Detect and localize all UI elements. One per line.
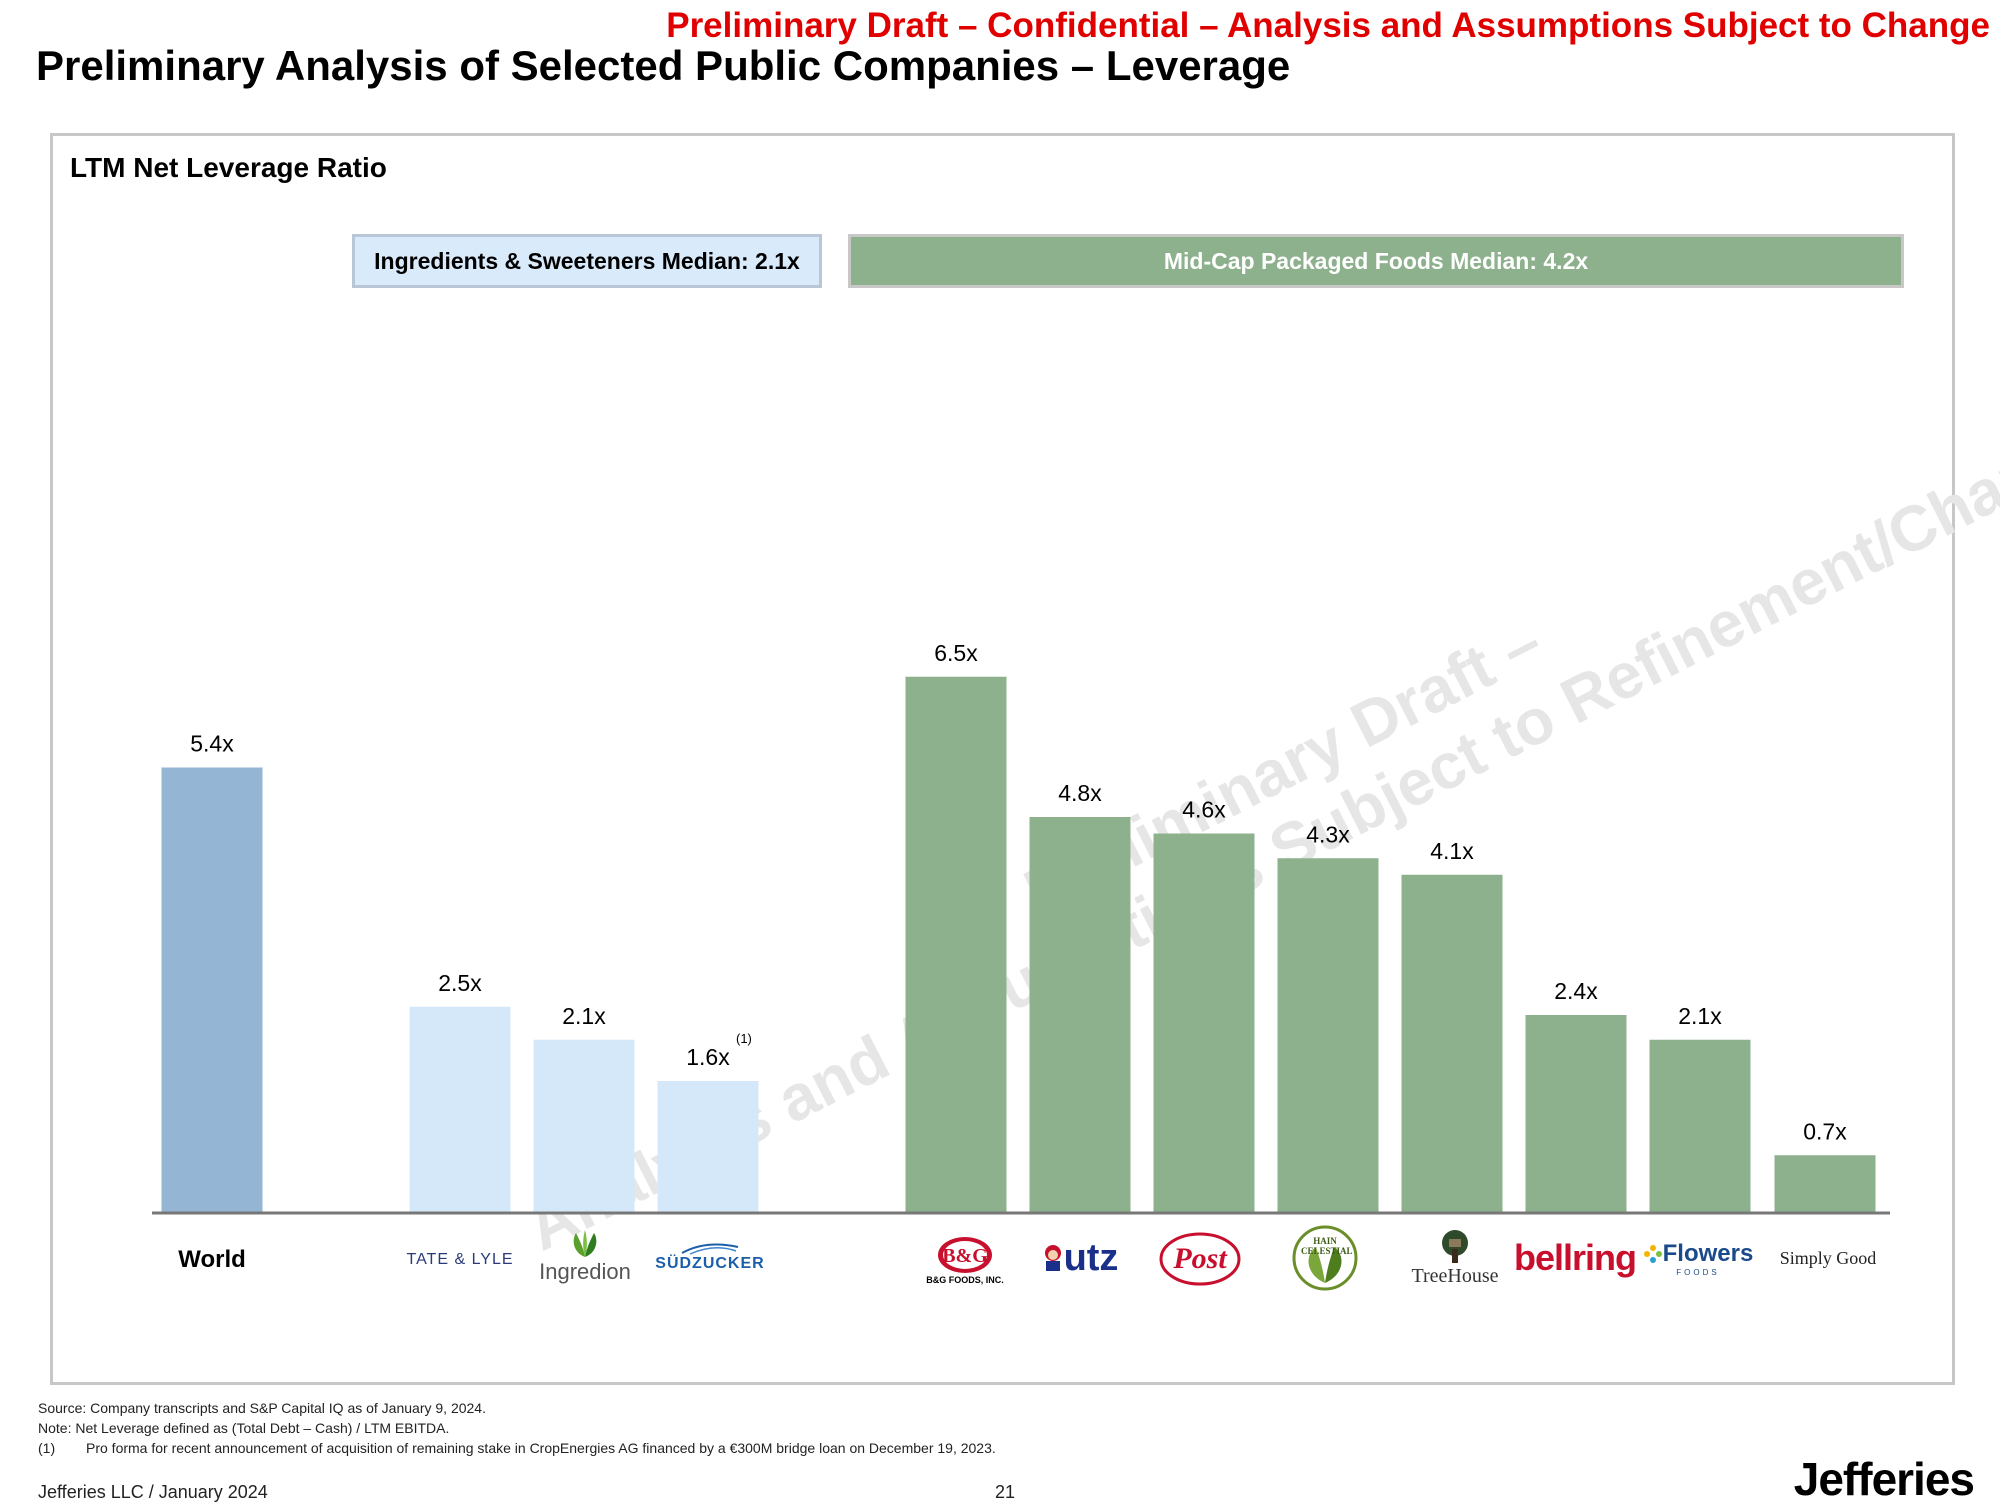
flowers-flower-icon xyxy=(1643,1244,1662,1263)
footnote-marker: (1) xyxy=(736,1031,752,1046)
treehouse-tree-icon xyxy=(1442,1229,1468,1263)
definition-note: Note: Net Leverage defined as (Total Deb… xyxy=(38,1420,450,1436)
bar-utz xyxy=(1029,817,1131,1213)
bar-value-label: 4.1x xyxy=(1430,838,1474,864)
footnotes: Source: Company transcripts and S&P Capi… xyxy=(38,1398,996,1458)
confidential-banner: Preliminary Draft – Confidential – Analy… xyxy=(666,6,1990,45)
bg-foods-logo: B&G B&G FOODS, INC. xyxy=(915,1228,1015,1292)
bellring-logo: bellring xyxy=(1514,1237,1637,1278)
hain-leaf-emblem-icon xyxy=(1292,1225,1358,1291)
bar-treehouse xyxy=(1401,874,1503,1213)
bar-value-label: 2.1x xyxy=(1678,1003,1722,1029)
footnote-1-number: (1) xyxy=(38,1440,56,1456)
bg-foods-emblem-icon: B&G xyxy=(938,1237,992,1273)
bar-simply-good-foods xyxy=(1774,1155,1876,1213)
utz-logo: utz xyxy=(1025,1232,1135,1284)
bar-value-label: 2.5x xyxy=(438,970,482,996)
post-oval-logo xyxy=(1159,1232,1241,1286)
hain-celestial-logo: HAIN CELESTIAL xyxy=(1285,1222,1365,1294)
bar-tate-lyle xyxy=(409,1006,511,1213)
bar-s-dzucker xyxy=(657,1081,759,1213)
ingredients-median-box: Ingredients & Sweeteners Median: 2.1x xyxy=(352,234,822,288)
chart-frame xyxy=(50,133,1955,1385)
bar-ingredion xyxy=(533,1039,635,1213)
ingredion-leaf-icon xyxy=(573,1230,597,1257)
page-title: Preliminary Analysis of Selected Public … xyxy=(36,42,1291,89)
flowers-foods-logo: Flowers FOODS xyxy=(1638,1232,1758,1284)
bar-value-label: 0.7x xyxy=(1803,1118,1847,1144)
bar-value-label: 4.6x xyxy=(1182,797,1226,823)
treehouse-logo: TreeHouse xyxy=(1400,1222,1510,1294)
svg-text:B&G: B&G xyxy=(942,1245,988,1267)
bar-flowers-foods xyxy=(1649,1039,1751,1213)
footnote-1-text: Pro forma for recent announcement of acq… xyxy=(86,1440,996,1456)
bar-value-label: 1.6x xyxy=(686,1044,730,1070)
sudzucker-swoosh-icon xyxy=(681,1243,739,1255)
bar-value-label: 5.4x xyxy=(190,731,234,757)
bar-hain-celestial xyxy=(1277,858,1379,1213)
chart-title: LTM Net Leverage Ratio xyxy=(70,152,387,183)
simply-good-logo: Simply Good xyxy=(1779,1247,1877,1268)
midcap-median-box: Mid-Cap Packaged Foods Median: 4.2x xyxy=(848,234,1904,288)
bar-post xyxy=(1153,833,1255,1213)
footer-company-date: Jefferies LLC / January 2024 xyxy=(38,1482,268,1502)
sudzucker-logo: SÜDZUCKER xyxy=(650,1232,770,1282)
tate-lyle-logo: TATE & LYLE xyxy=(406,1251,514,1268)
bar-b-g-foods xyxy=(905,676,1007,1213)
bar-bellring xyxy=(1525,1015,1627,1213)
page-number: 21 xyxy=(995,1482,1016,1502)
bar-world xyxy=(161,767,263,1213)
bar-value-label: 4.8x xyxy=(1058,780,1102,806)
world-label: World xyxy=(178,1246,246,1273)
ingredion-logo: Ingredion xyxy=(525,1222,645,1292)
utz-girl-icon xyxy=(1044,1245,1061,1271)
bar-value-label: 2.1x xyxy=(562,1003,606,1029)
bar-value-label: 4.3x xyxy=(1306,821,1350,847)
post-logo: Post xyxy=(1155,1228,1245,1290)
bar-value-label: 2.4x xyxy=(1554,978,1598,1004)
jefferies-logo: Jefferies xyxy=(1793,1453,1975,1505)
footnote-1: (1) Pro forma for recent announcement of… xyxy=(38,1438,996,1458)
source-note: Source: Company transcripts and S&P Capi… xyxy=(38,1400,486,1416)
bar-value-label: 6.5x xyxy=(934,640,978,666)
